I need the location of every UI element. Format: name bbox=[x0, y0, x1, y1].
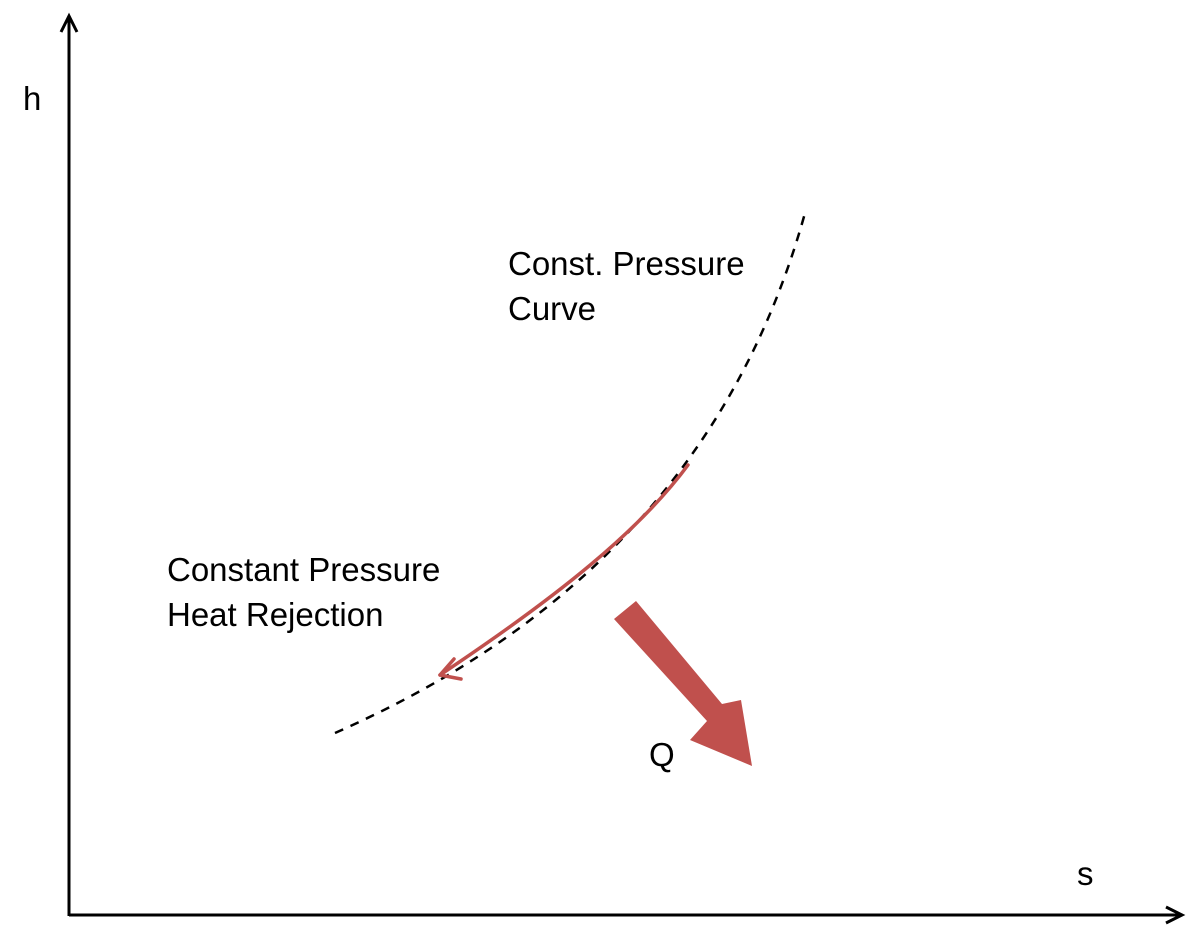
process-label-line1: Constant Pressure bbox=[167, 551, 440, 588]
y-axis-arrowhead bbox=[59, 12, 79, 33]
heat-label: Q bbox=[649, 736, 675, 773]
process-label-line2: Heat Rejection bbox=[167, 596, 383, 633]
process-arrow-line bbox=[438, 463, 690, 677]
constant-pressure-curve bbox=[334, 212, 807, 735]
y-axis-label: h bbox=[23, 80, 41, 117]
process-arrowhead bbox=[438, 657, 463, 681]
curve-label-line1: Const. Pressure bbox=[508, 245, 745, 282]
x-axis-arrowhead bbox=[1165, 905, 1186, 925]
heat-flow-arrow bbox=[614, 601, 752, 766]
heat-rejection-process-arrow bbox=[438, 463, 690, 681]
x-axis bbox=[69, 905, 1186, 925]
x-axis-label: s bbox=[1077, 855, 1094, 892]
y-axis bbox=[59, 12, 79, 916]
curve-label-line2: Curve bbox=[508, 290, 596, 327]
